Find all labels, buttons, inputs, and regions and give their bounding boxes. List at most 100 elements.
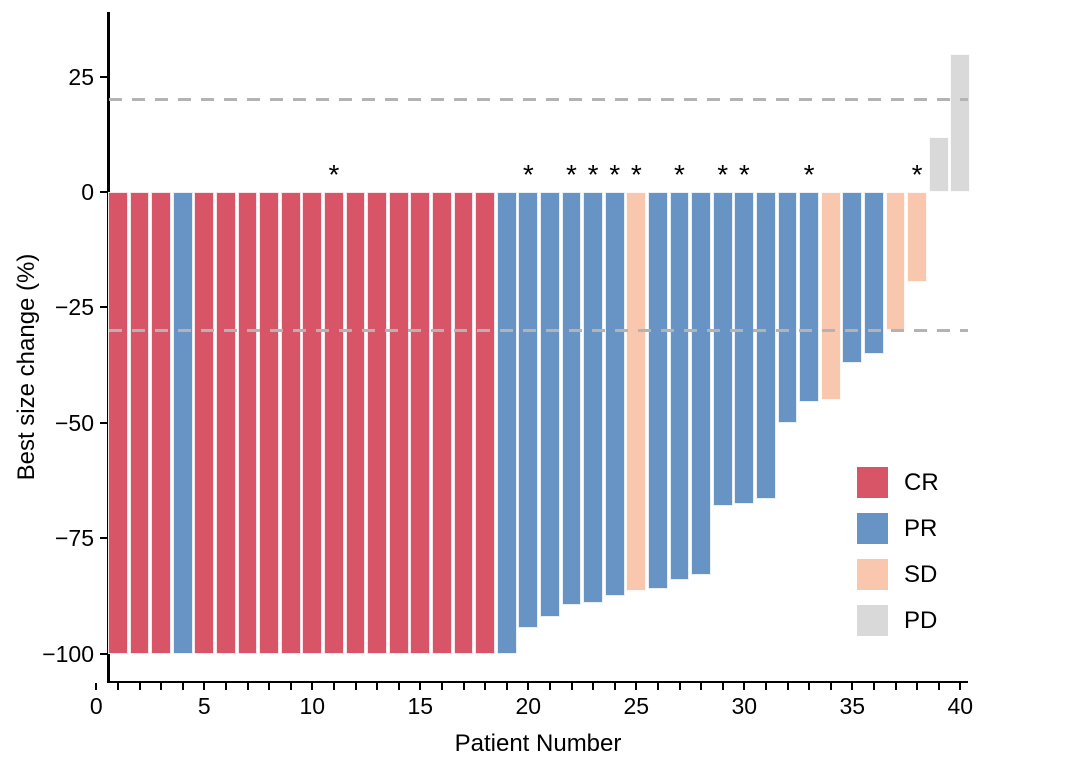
x-tick-mark <box>354 683 357 690</box>
legend-item-pd: PD <box>857 605 939 636</box>
x-tick-mark <box>786 683 789 690</box>
bar-patient-10 <box>302 192 323 654</box>
y-tick-label: −50 <box>54 409 94 436</box>
x-tick-mark <box>721 683 724 690</box>
bar-patient-20 <box>518 192 539 629</box>
bar-patient-7 <box>237 192 258 654</box>
bar-patient-21 <box>540 192 560 617</box>
y-tick-mark <box>100 652 107 655</box>
x-tick-mark <box>116 683 119 690</box>
x-tick-mark <box>376 683 379 690</box>
legend-item-pr: PR <box>857 513 939 544</box>
legend-item-cr: CR <box>857 467 939 498</box>
x-tick-label: 0 <box>89 693 103 719</box>
bar-patient-30 <box>734 192 755 504</box>
legend-label-sd: SD <box>904 561 938 588</box>
legend-item-sd: SD <box>857 559 939 590</box>
y-tick-label: −75 <box>54 525 94 552</box>
y-tick-mark <box>100 537 107 540</box>
bar-patient-4 <box>172 192 193 654</box>
significance-star: * <box>911 159 923 190</box>
bar-patient-11 <box>324 192 344 654</box>
bar-patient-28 <box>691 192 711 576</box>
x-tick-mark <box>181 683 184 690</box>
x-tick-mark <box>613 683 616 690</box>
significance-star: * <box>630 159 642 190</box>
significance-star: * <box>587 159 599 190</box>
x-tick-mark <box>311 683 314 690</box>
x-tick-mark <box>203 683 206 690</box>
bar-patient-8 <box>259 192 279 654</box>
bar-patient-22 <box>561 192 582 606</box>
bar-patient-40 <box>950 53 971 192</box>
x-tick-label: 10 <box>299 693 326 719</box>
significance-star: * <box>328 159 340 190</box>
bar-patient-18 <box>475 192 495 654</box>
bar-patient-2 <box>129 192 150 654</box>
significance-star: * <box>674 159 685 190</box>
x-tick-mark <box>894 683 897 690</box>
bar-patient-26 <box>648 192 668 589</box>
x-tick-label: 20 <box>515 693 542 719</box>
x-tick-mark <box>592 683 595 690</box>
legend-swatch-sd <box>857 559 888 590</box>
y-axis-title: Best size change (%) <box>13 253 40 481</box>
bar-patient-34 <box>820 192 841 400</box>
y-tick-label: −25 <box>54 294 94 321</box>
x-tick-mark <box>656 683 659 690</box>
x-tick-mark <box>224 683 227 690</box>
x-axis-line <box>107 680 968 683</box>
bar-patient-6 <box>216 192 236 654</box>
x-tick-mark <box>419 683 422 690</box>
y-tick-label: 25 <box>68 63 94 90</box>
bar-patient-33 <box>799 192 819 403</box>
significance-star: * <box>522 159 534 190</box>
x-tick-mark <box>95 683 98 690</box>
bar-patient-15 <box>410 192 431 654</box>
x-tick-mark <box>764 683 767 690</box>
legend-label-pd: PD <box>904 607 938 634</box>
y-tick-mark <box>100 191 107 193</box>
x-tick-mark <box>678 683 681 690</box>
x-tick-mark <box>808 683 811 690</box>
significance-star: * <box>609 159 621 190</box>
x-tick-mark <box>160 683 163 690</box>
x-tick-mark <box>268 683 271 690</box>
reference-line-upper <box>109 98 968 102</box>
legend-label-pr: PR <box>904 515 938 542</box>
bar-patient-31 <box>756 192 776 499</box>
x-tick-mark <box>505 683 508 690</box>
significance-star: * <box>738 159 750 190</box>
bar-patient-29 <box>712 192 733 506</box>
bar-patient-14 <box>388 192 409 654</box>
x-tick-mark <box>959 683 962 690</box>
bar-patient-16 <box>432 192 452 654</box>
x-tick-mark <box>829 683 832 690</box>
significance-star: * <box>717 159 729 190</box>
bar-patient-19 <box>496 192 517 654</box>
bar-patient-24 <box>604 192 625 596</box>
x-tick-mark <box>332 683 335 690</box>
x-tick-mark <box>937 683 940 690</box>
significance-star: * <box>803 159 815 190</box>
bar-patient-9 <box>280 192 301 654</box>
bar-patient-39 <box>928 136 949 192</box>
reference-line-lower <box>109 328 968 332</box>
x-tick-mark <box>527 683 530 690</box>
x-tick-label: 15 <box>407 693 434 719</box>
bar-patient-5 <box>194 192 215 654</box>
bar-patient-1 <box>108 192 128 654</box>
y-tick-label: −100 <box>42 640 94 667</box>
x-tick-mark <box>916 683 919 690</box>
bar-patient-37 <box>885 192 906 331</box>
x-tick-mark <box>289 683 292 690</box>
y-tick-mark <box>100 306 107 309</box>
y-tick-label: 0 <box>81 179 94 205</box>
bar-patient-32 <box>777 192 798 423</box>
y-tick-mark <box>100 421 107 424</box>
bar-patient-27 <box>669 192 690 580</box>
x-tick-mark <box>462 683 465 690</box>
y-tick-mark <box>100 75 107 78</box>
x-tick-mark <box>700 683 703 690</box>
bar-patient-13 <box>367 192 387 654</box>
